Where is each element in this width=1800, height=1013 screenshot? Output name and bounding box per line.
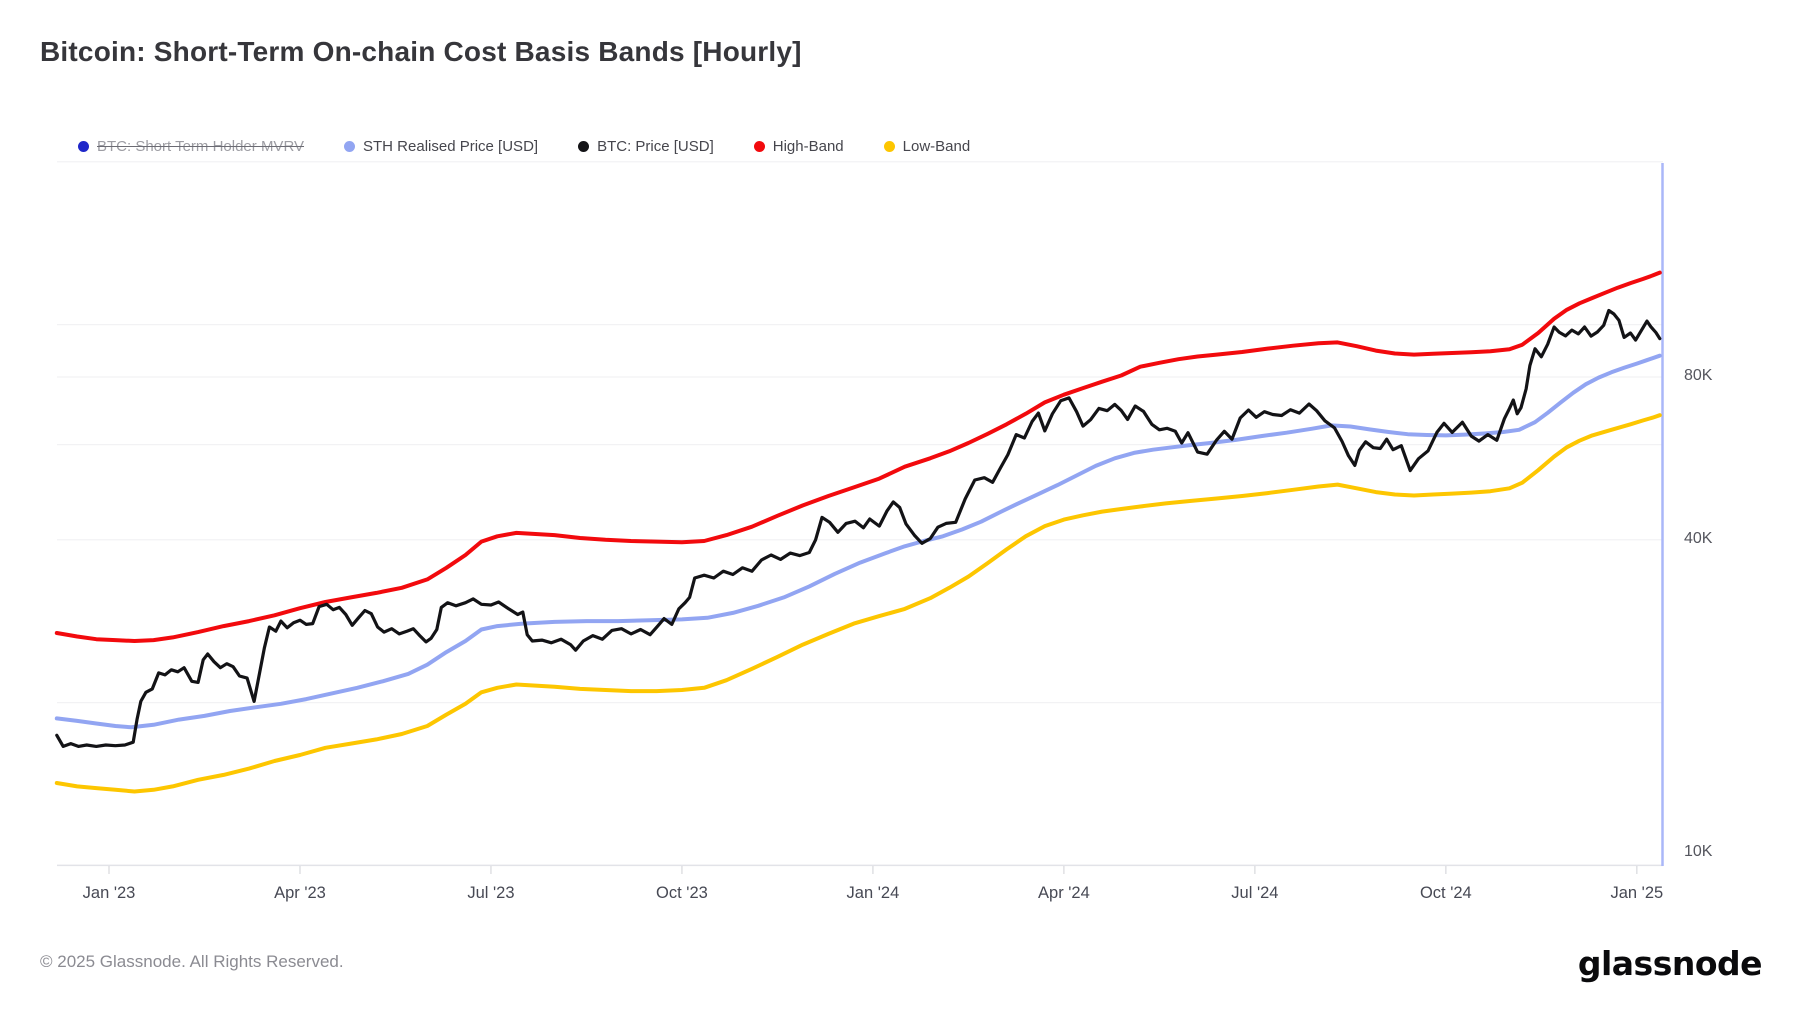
x-axis-label-oct-24: Oct '24: [1419, 884, 1472, 902]
x-axis-label-jul-23: Jul '23: [467, 884, 515, 902]
x-axis-label-jan-24: Jan '24: [846, 884, 900, 902]
legend-item-high-band[interactable]: High-Band: [753, 138, 844, 155]
x-axis-label-jan-23: Jan '23: [82, 884, 136, 902]
x-axis-label-apr-23: Apr '23: [274, 884, 326, 902]
legend-label: Low-Band: [902, 138, 971, 155]
legend-label: BTC: Price [USD]: [597, 138, 714, 155]
series-line-high-band: [54, 270, 1662, 643]
x-axis-label-apr-24: Apr '24: [1038, 884, 1090, 902]
legend-item-btc-price[interactable]: BTC: Price [USD]: [578, 138, 714, 155]
y-axis-label-40k: 40K: [1684, 529, 1713, 547]
legend-item-low-band[interactable]: Low-Band: [883, 138, 971, 155]
copyright-text: © 2025 Glassnode. All Rights Reserved.: [40, 952, 344, 971]
y-axis-label-80k: 80K: [1684, 367, 1713, 384]
legend-dot-sth-realised-price: [344, 141, 356, 152]
legend-label: BTC: Short Term Holder MVRV: [97, 138, 305, 155]
legend-item-sth-mvrv[interactable]: BTC: Short Term Holder MVRV: [78, 138, 304, 155]
page-title: Bitcoin: Short-Term On-chain Cost Basis …: [40, 36, 802, 67]
series-line-low-band: [54, 413, 1662, 794]
series-line-sth-realised-price-usd: [54, 353, 1662, 730]
series-line-btc-price-usd: [55, 308, 1662, 748]
legend-dot-btc-price: [578, 141, 590, 152]
glassnode-logo: glassnode: [1577, 944, 1763, 983]
legend-item-sth-realised-price[interactable]: STH Realised Price [USD]: [344, 138, 538, 155]
legend-dot-low-band: [883, 141, 895, 152]
legend-dot-high-band: [753, 141, 765, 152]
legend-dot-sth-mvrv: [78, 141, 89, 152]
x-axis-label-jul-24: Jul '24: [1231, 884, 1279, 902]
legend-label: STH Realised Price [USD]: [363, 138, 539, 155]
legend-label: High-Band: [772, 138, 844, 155]
chart-legend: BTC: Short Term Holder MVRV STH Realised…: [78, 138, 970, 155]
x-axis-label-oct-23: Oct '23: [656, 884, 708, 902]
x-axis-label-jan-25: Jan '25: [1610, 884, 1664, 902]
y-axis-label-10k: 10K: [1684, 843, 1713, 860]
